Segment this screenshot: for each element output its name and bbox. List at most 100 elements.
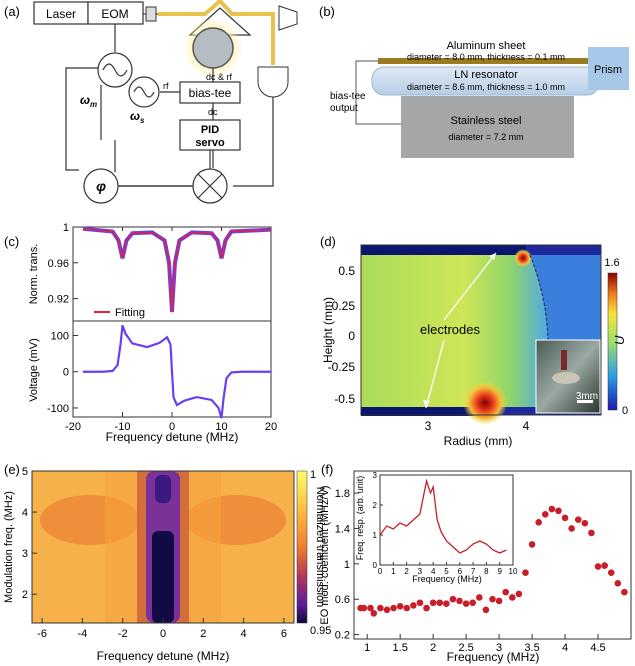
f-data-point — [548, 505, 556, 513]
phi-label: φ — [96, 178, 106, 194]
f-xtick-label: 3 — [496, 642, 502, 654]
d-ylabel: Height (mm) — [321, 297, 335, 363]
e-ytick-label: 5 — [22, 466, 28, 478]
c-bottom-ytick-label: 100 — [51, 330, 69, 342]
f-data-point — [541, 511, 549, 518]
f-data-point — [561, 514, 569, 522]
f-data-point — [621, 588, 628, 596]
pid-label: PID — [201, 124, 219, 136]
d-cbar-min: 0 — [622, 405, 628, 417]
panel-b-label: (b) — [319, 4, 335, 19]
stainless-steel — [401, 96, 574, 158]
panel-c-label: (c) — [4, 234, 19, 249]
e-ytick-label: 4 — [22, 507, 28, 519]
bias-tee-output-1: bias-tee — [330, 91, 366, 102]
f-axes — [353, 470, 632, 640]
e-cbar-label: Normalized transmission — [314, 487, 326, 607]
f-data-point — [574, 516, 582, 523]
e-xtick-label: -4 — [77, 628, 87, 640]
panel-f-label: (f) — [321, 462, 333, 477]
c-bottom-ytick-label: 0 — [63, 367, 69, 379]
f-data-point — [508, 594, 516, 601]
f-inset-ytick-label: 2 — [373, 501, 378, 510]
f-data-point — [396, 602, 404, 610]
c-top-ylabel: Norm. trans. — [28, 244, 40, 305]
f-ytick-label: 1 — [344, 559, 350, 571]
f-data-point — [367, 604, 374, 612]
f-data-point — [423, 604, 430, 612]
servo-label: servo — [195, 137, 225, 149]
panel-a: (a) Laser EOM ωm ωs rf dc & rf — [4, 0, 298, 204]
f-inset-xtick-label: 7 — [471, 567, 476, 576]
photodetector-icon — [257, 66, 289, 98]
panel-e: (e) -6 -4 -2 0 2 4 6 2 3 4 5 1 0.95 Normalized tra… — [3, 462, 331, 663]
f-inset-xtick-label: 6 — [458, 567, 463, 576]
svg-text:-0.25: -0.25 — [328, 360, 356, 374]
svg-text:0: 0 — [348, 329, 355, 343]
prism-label: Prism — [594, 64, 622, 76]
e-top-dip — [155, 475, 171, 503]
d-hotspot-bottom — [463, 381, 507, 425]
omega-m: ωm — [80, 93, 97, 109]
f-data-point — [601, 562, 608, 569]
panel-e-label: (e) — [4, 462, 20, 477]
c-top-ytick-label: 0.92 — [48, 294, 69, 306]
f-data-point — [614, 579, 622, 587]
f-data-point — [502, 588, 509, 596]
f-inset-xtick-label: 5 — [444, 567, 449, 576]
d-bottom-electrode — [361, 407, 491, 416]
c-top-fit-series — [82, 228, 272, 313]
f-data-point — [515, 590, 523, 598]
f-data-point — [528, 541, 536, 548]
f-data-point — [443, 600, 450, 607]
f-inset-ytick-label: 3 — [373, 471, 378, 480]
f-data-point — [377, 604, 384, 612]
f-ytick-label: 0.2 — [335, 630, 350, 642]
c-top-ytick-label: 0.96 — [48, 258, 69, 270]
panel-b: (b) Aluminum sheet diameter = 8.0 mm, th… — [319, 4, 629, 158]
collimator-icon — [145, 6, 157, 22]
d-electrodes-label: electrodes — [420, 322, 480, 337]
f-data-point — [436, 599, 444, 607]
prism-block — [588, 47, 629, 90]
panel-d-label: (d) — [320, 234, 336, 249]
f-xtick-label: 3.5 — [524, 642, 539, 654]
f-inset-xtick-label: 2 — [404, 567, 409, 576]
aluminum-dim: diameter = 8.0 mm, thickness = 0.1 mm — [407, 52, 565, 62]
f-data-point — [469, 599, 477, 607]
f-data-point — [482, 606, 490, 614]
c-bottom-ylabel: Voltage (mV) — [28, 338, 40, 402]
f-inset-xtick-label: 8 — [484, 567, 489, 576]
d-xlabel: Radius (mm) — [444, 434, 513, 448]
f-inset-xtick-label: 1 — [391, 567, 396, 576]
f-data-point — [522, 569, 529, 576]
e-cbar-min: 0.95 — [310, 625, 331, 637]
d-photo-probe — [561, 350, 567, 370]
panel-d: (d) 3mm electrodes 0.5 0.25 0 -0.25 -0.5… — [320, 234, 628, 448]
f-inset-ytick-label: 0 — [373, 561, 378, 570]
c-top-yticks: 0.92 0.96 1 — [48, 222, 78, 306]
bias-wire — [355, 60, 401, 125]
f-data-point — [410, 602, 417, 609]
svg-text:4: 4 — [523, 419, 530, 433]
f-data-point — [462, 600, 470, 607]
c-top-ytick-label: 1 — [63, 222, 69, 234]
legend-fitting: Fitting — [115, 307, 145, 319]
f-data-point — [416, 599, 424, 607]
e-xlabel: Frequency detune (MHz) — [97, 649, 230, 663]
f-inset-ylabel: Freq. resp. (arb. unit) — [355, 476, 365, 561]
d-arrow-bottom — [425, 339, 445, 409]
f-data-point — [607, 569, 615, 576]
omega-s: ωs — [130, 109, 145, 125]
e-xtick-label: -6 — [37, 628, 47, 640]
c-bottom-series — [82, 324, 271, 419]
rf-label: rf — [163, 81, 169, 91]
e-ticks: -6 -4 -2 0 2 4 6 2 3 4 5 — [22, 466, 287, 640]
f-data-point — [489, 595, 496, 603]
dc-rf-label: dc & rf — [206, 72, 233, 82]
laser-beam — [158, 0, 275, 65]
f-xtick-label: 2.5 — [458, 642, 473, 654]
